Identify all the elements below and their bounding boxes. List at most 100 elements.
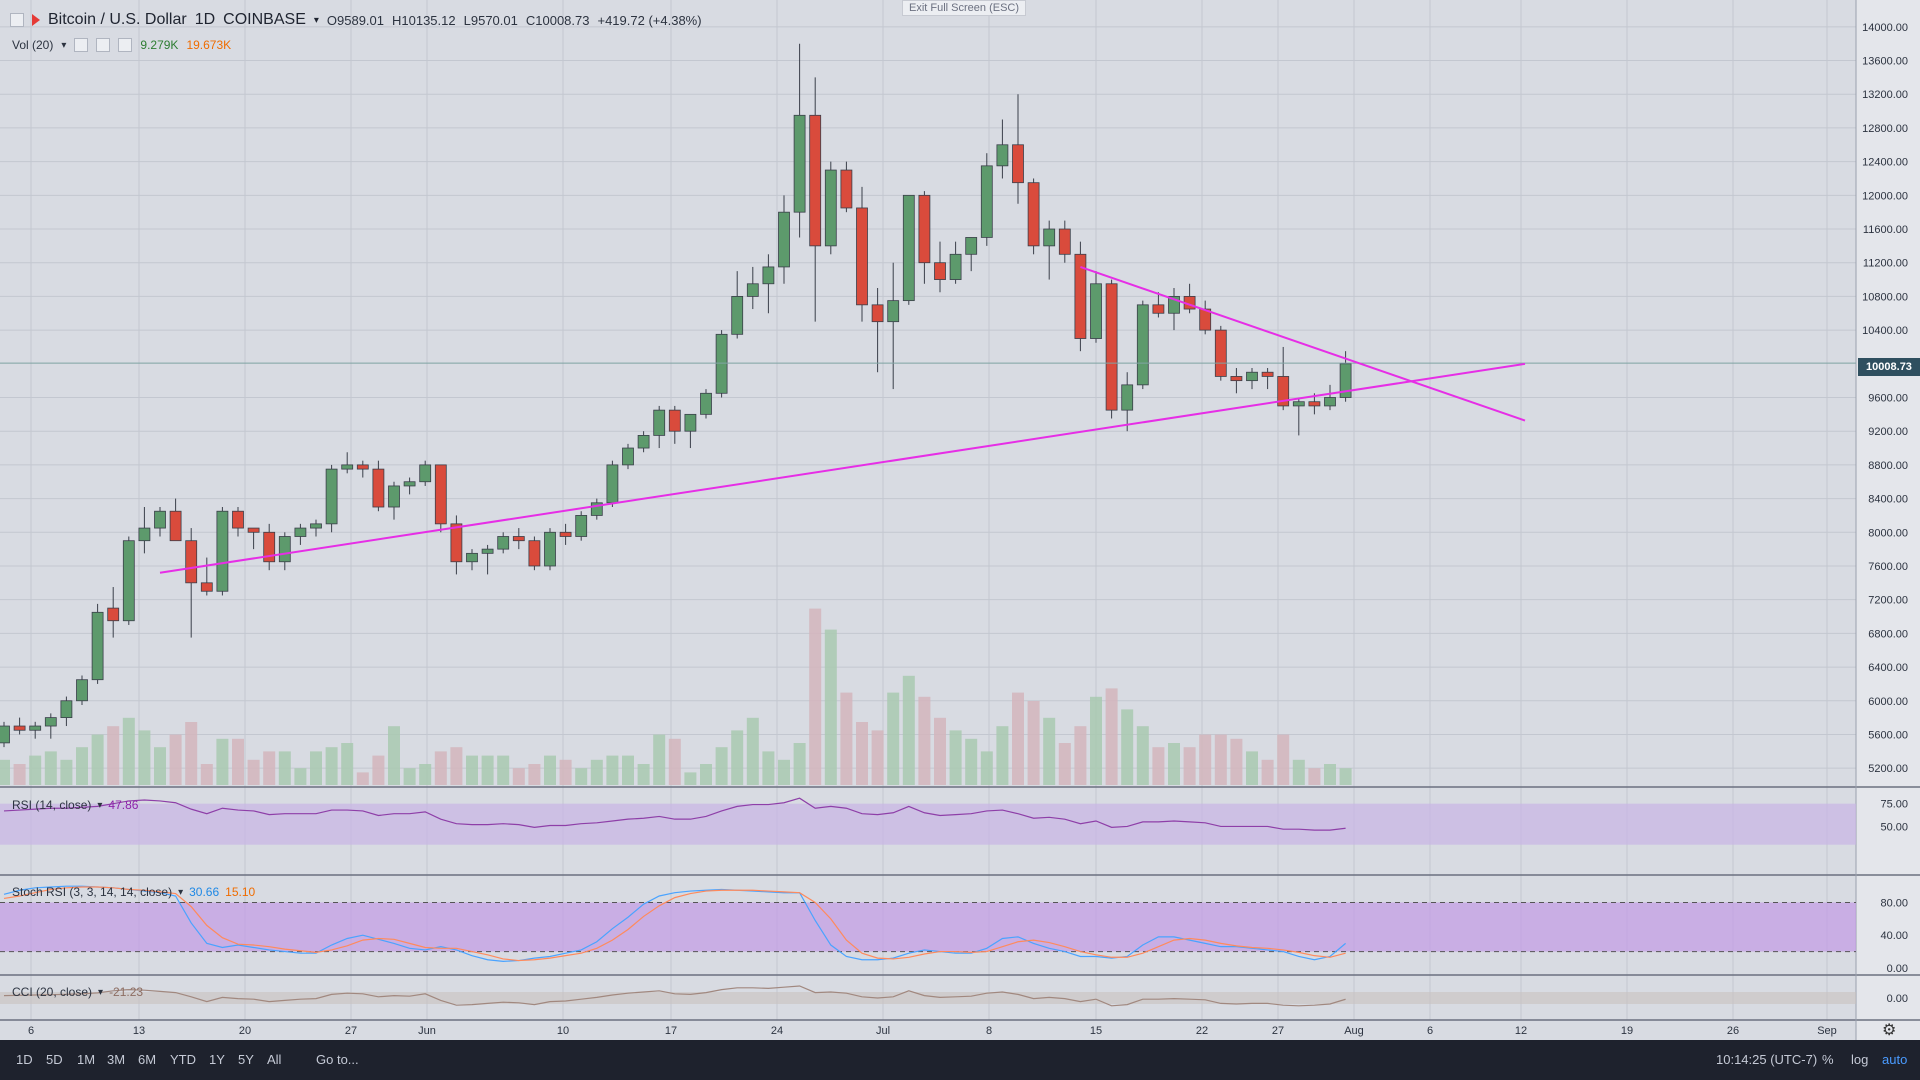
- time-axis-label: Jul: [876, 1025, 890, 1037]
- range-all-button[interactable]: All: [267, 1052, 282, 1067]
- range-5y-button[interactable]: 5Y: [238, 1052, 254, 1067]
- volume-bar: [653, 734, 666, 785]
- candle-up: [902, 194, 915, 302]
- price-axis-label: 7600.00: [1868, 561, 1908, 573]
- chevron-down-icon[interactable]: ▾: [178, 886, 184, 898]
- volume-bar: [762, 751, 775, 785]
- candle-up: [746, 283, 759, 297]
- volume-bar: [606, 755, 619, 785]
- candle-down: [528, 540, 541, 567]
- cci-axis-label: 0.00: [1887, 993, 1908, 1005]
- chevron-down-icon[interactable]: ▾: [97, 799, 103, 811]
- price-axis-label: 13600.00: [1862, 56, 1908, 68]
- candle-up: [325, 468, 338, 525]
- gear-icon[interactable]: ⚙: [1882, 1022, 1897, 1039]
- chart-background: [0, 0, 1856, 1040]
- candle-down: [372, 468, 385, 508]
- candle-up: [91, 611, 104, 681]
- price-axis-label: 6400.00: [1868, 662, 1908, 674]
- cci-line: [3, 985, 1346, 1007]
- range-6m-button[interactable]: 6M: [138, 1052, 157, 1067]
- stoch-rsi-label[interactable]: Stoch RSI (3, 3, 14, 14, close): [12, 885, 173, 899]
- settings-icon[interactable]: [96, 38, 111, 52]
- candle-up: [341, 464, 354, 470]
- volume-bar: [0, 759, 10, 785]
- eye-icon[interactable]: [74, 38, 89, 52]
- volume-bar: [980, 751, 993, 785]
- volume-bar: [512, 768, 525, 785]
- volume-bar: [481, 755, 494, 785]
- volume-bar: [840, 692, 853, 785]
- volume-bar: [1043, 717, 1056, 785]
- candle-up: [388, 485, 400, 508]
- volume-bar: [91, 734, 104, 785]
- time-axis-label: 17: [665, 1025, 677, 1037]
- volume-bar: [247, 759, 260, 785]
- volume-bar: [1183, 747, 1196, 785]
- goto-button[interactable]: Go to...: [316, 1052, 359, 1067]
- chevron-down-icon[interactable]: ▾: [61, 39, 67, 51]
- chart-header: Bitcoin / U.S. Dollar 1D COINBASE ▾ O958…: [0, 0, 1856, 52]
- collapse-icon[interactable]: [10, 13, 24, 27]
- interval[interactable]: 1D: [194, 11, 216, 28]
- candle-up: [1292, 401, 1305, 407]
- range-5d-button[interactable]: 5D: [46, 1052, 63, 1067]
- time-axis-label: 8: [986, 1025, 992, 1037]
- range-1y-button[interactable]: 1Y: [209, 1052, 225, 1067]
- candle-down: [512, 536, 525, 542]
- exchange[interactable]: COINBASE: [223, 11, 306, 28]
- stoch-rsi-legend: Stoch RSI (3, 3, 14, 14, close) ▾ 30.66 …: [12, 885, 255, 899]
- candle-up: [887, 300, 900, 323]
- candle-up: [544, 531, 556, 567]
- cci-label[interactable]: CCI (20, close): [12, 985, 93, 999]
- range-ytd-button[interactable]: YTD: [170, 1052, 196, 1067]
- candle-up: [310, 523, 322, 529]
- candle-up: [778, 211, 790, 268]
- candle-down: [247, 527, 260, 533]
- candle-up: [1339, 363, 1352, 398]
- clock: 10:14:25 (UTC-7): [1716, 1052, 1818, 1067]
- candle-down: [263, 531, 276, 563]
- volume-bar: [575, 768, 588, 785]
- volume-label[interactable]: Vol (20): [12, 38, 54, 52]
- volume-bar: [684, 772, 697, 785]
- percent-toggle[interactable]: %: [1822, 1052, 1834, 1067]
- range-1d-button[interactable]: 1D: [16, 1052, 33, 1067]
- chevron-down-icon[interactable]: ▾: [98, 986, 104, 998]
- close-icon[interactable]: [118, 38, 133, 52]
- candle-up: [481, 548, 494, 554]
- time-axis-label: 26: [1727, 1025, 1739, 1037]
- chevron-down-icon[interactable]: ▾: [313, 14, 319, 26]
- range-3m-button[interactable]: 3M: [107, 1052, 126, 1067]
- candle-up: [731, 296, 744, 335]
- support-trendline: [159, 362, 1526, 574]
- candle-up: [637, 435, 650, 449]
- price-axis-label: 5200.00: [1868, 763, 1908, 775]
- candle-up: [684, 413, 697, 432]
- volume-bar: [1090, 696, 1102, 785]
- symbol-name[interactable]: Bitcoin / U.S. Dollar: [48, 11, 187, 28]
- candle-up: [949, 253, 962, 280]
- ohlc-change: +419.72 (+4.38%): [597, 12, 702, 28]
- candle-down: [1074, 253, 1087, 339]
- exit-full-screen-button[interactable]: Exit Full Screen (ESC): [902, 0, 1027, 16]
- candle-down: [809, 114, 822, 247]
- volume-bar: [154, 747, 166, 785]
- volume-bar: [310, 751, 322, 785]
- rsi-label[interactable]: RSI (14, close): [12, 798, 92, 812]
- volume-bar: [185, 722, 198, 785]
- stoch-d-value: 15.10: [225, 885, 256, 899]
- log-toggle[interactable]: log: [1851, 1052, 1869, 1067]
- symbol-flag-icon: [32, 14, 40, 26]
- range-1m-button[interactable]: 1M: [77, 1052, 96, 1067]
- volume-bar: [637, 764, 650, 785]
- candle-up: [1121, 384, 1134, 411]
- candle-up: [216, 510, 229, 592]
- auto-toggle[interactable]: auto: [1882, 1052, 1908, 1067]
- price-axis-label: 11200.00: [1863, 258, 1908, 270]
- price-axis-label: 10400.00: [1862, 325, 1908, 337]
- candle-down: [107, 607, 120, 622]
- volume-bar: [450, 747, 463, 785]
- volume-bar: [294, 768, 307, 785]
